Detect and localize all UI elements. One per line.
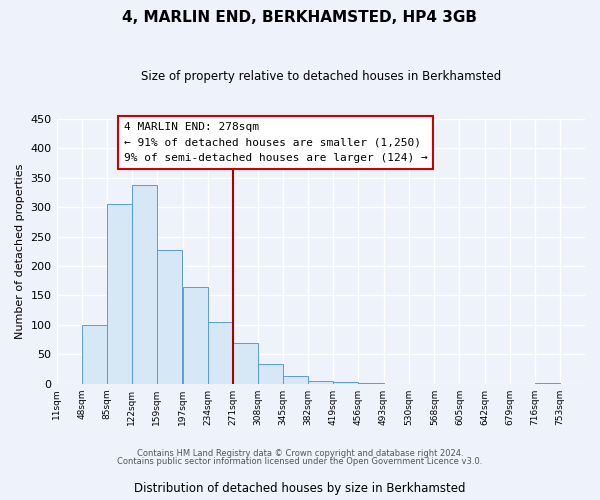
Bar (308, 381, 334, 384)
Bar (208, 322, 233, 384)
Bar (157, 250, 182, 384)
Bar (233, 342, 258, 384)
Bar (258, 364, 283, 384)
Title: Size of property relative to detached houses in Berkhamsted: Size of property relative to detached ho… (140, 70, 501, 83)
Bar (358, 383, 383, 384)
Text: 4 MARLIN END: 278sqm
← 91% of detached houses are smaller (1,250)
9% of semi-det: 4 MARLIN END: 278sqm ← 91% of detached h… (124, 122, 427, 163)
Bar (535, 382, 560, 384)
Bar (132, 185, 157, 384)
Text: Contains HM Land Registry data © Crown copyright and database right 2024.: Contains HM Land Registry data © Crown c… (137, 448, 463, 458)
Bar (107, 204, 132, 384)
Bar (183, 286, 208, 384)
Bar (283, 376, 308, 384)
Bar (334, 382, 358, 384)
Text: Distribution of detached houses by size in Berkhamsted: Distribution of detached houses by size … (134, 482, 466, 495)
Text: 4, MARLIN END, BERKHAMSTED, HP4 3GB: 4, MARLIN END, BERKHAMSTED, HP4 3GB (122, 10, 478, 25)
Text: Contains public sector information licensed under the Open Government Licence v3: Contains public sector information licen… (118, 457, 482, 466)
Y-axis label: Number of detached properties: Number of detached properties (15, 164, 25, 339)
Bar (82, 326, 107, 384)
